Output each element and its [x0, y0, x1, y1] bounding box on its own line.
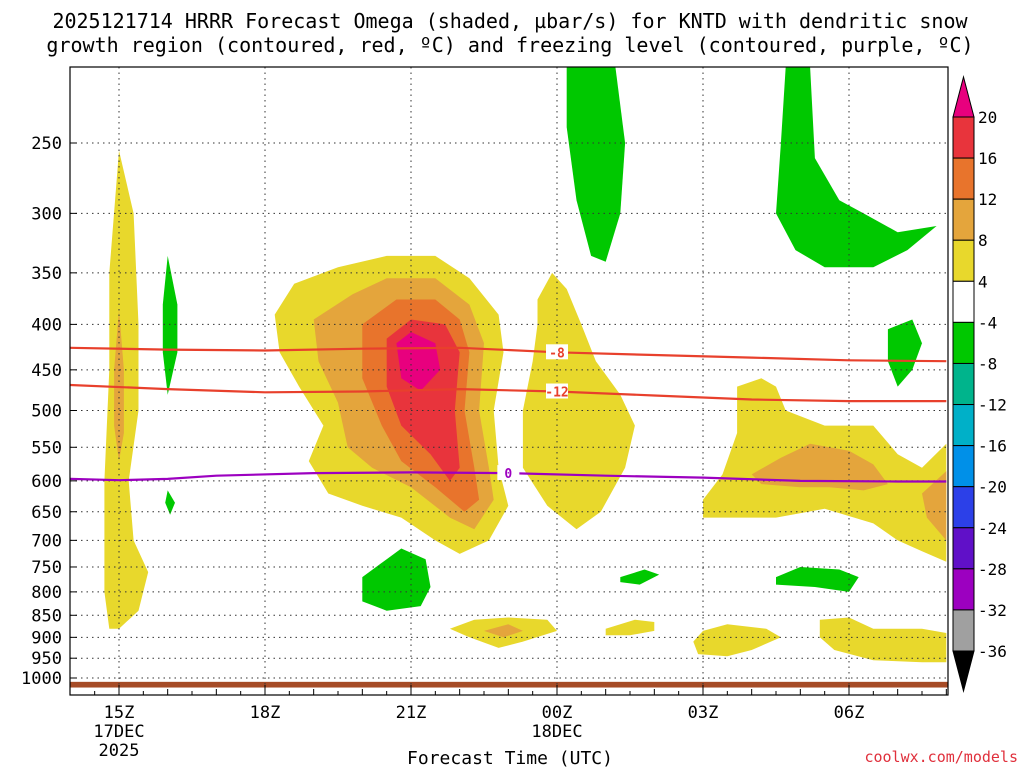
plot-frame — [69, 66, 949, 696]
colorbar-label-7: -12 — [978, 396, 1007, 415]
x-tick-label-06Z: 06Z — [834, 703, 865, 723]
y-tick-label-350: 350 — [31, 264, 62, 284]
contour-label-0: -8 — [549, 346, 565, 361]
colorbar-bin-13 — [952, 609, 975, 652]
colorbar-label-10: -24 — [978, 519, 1007, 538]
y-tick-label-300: 300 — [31, 204, 62, 224]
colorbar-label-3: 8 — [978, 231, 988, 250]
colorbar-label-1: 16 — [978, 149, 997, 168]
contour-label-bg-2 — [497, 465, 520, 481]
y-tick-label-850: 850 — [31, 606, 62, 626]
omega-region-19 — [776, 567, 859, 592]
omega-region-8 — [396, 332, 441, 391]
x-tick-label-00Z: 00Z — [542, 703, 573, 723]
x-axis-label: Forecast Time (UTC) — [407, 748, 613, 768]
y-axis: 2503003504004505005506006507007508008509… — [21, 134, 77, 689]
y-tick-label-900: 900 — [31, 628, 62, 648]
y-tick-label-600: 600 — [31, 472, 62, 492]
colorbar-label-0: 20 — [978, 108, 997, 127]
y-tick-label-550: 550 — [31, 438, 62, 458]
colorbar-label-12: -32 — [978, 601, 1007, 620]
omega-region-18 — [922, 471, 947, 541]
omega-region-13 — [484, 624, 523, 638]
omega-region-21 — [819, 617, 947, 663]
y-tick-label-800: 800 — [31, 583, 62, 603]
contour-label-bg-1 — [546, 383, 568, 399]
omega-region-15 — [620, 569, 660, 585]
y-tick-label-250: 250 — [31, 134, 62, 154]
omega-shaded-regions — [70, 67, 948, 688]
colorbar-label-5: -4 — [978, 313, 997, 332]
y-tick-label-700: 700 — [31, 531, 62, 551]
colorbar-bin-7 — [952, 362, 975, 406]
colorbar-bin-6 — [952, 321, 975, 364]
colorbar-bin-9 — [952, 445, 975, 488]
y-tick-label-650: 650 — [31, 503, 62, 523]
omega-region-2 — [162, 255, 178, 395]
colorbar-bin-4 — [952, 239, 975, 282]
date-label-0-line2: 2025 — [99, 741, 140, 761]
footer-credit: coolwx.com/models — [864, 748, 1018, 766]
omega-region-9 — [362, 548, 431, 611]
colorbar-bin-3 — [952, 198, 975, 241]
omega-region-1 — [114, 309, 124, 462]
contour-line-1 — [70, 383, 947, 403]
y-tick-label-950: 950 — [31, 649, 62, 669]
chart-title-line2: growth region (contoured, red, ºC) and f… — [46, 33, 973, 57]
x-tick-label-21Z: 21Z — [396, 703, 427, 723]
colorbar-label-6: -8 — [978, 354, 997, 373]
y-tick-label-750: 750 — [31, 558, 62, 578]
contour-line-2 — [70, 471, 947, 483]
colorbar-bin-5 — [952, 280, 975, 323]
colorbar-label-11: -28 — [978, 560, 1007, 579]
omega-region-14 — [605, 619, 655, 636]
omega-region-22 — [776, 67, 937, 268]
contour-label-1: -12 — [545, 386, 568, 401]
ground-band — [70, 681, 948, 688]
colorbar-label-9: -20 — [978, 478, 1007, 497]
contour-label-bg-0 — [546, 344, 568, 360]
colorbar-top-arrow — [952, 75, 975, 118]
temperature-contours: -8 -12 0 — [70, 344, 947, 483]
omega-region-10 — [522, 272, 635, 530]
colorbar-label-8: -16 — [978, 437, 1007, 456]
chart-title-line1: 2025121714 HRRR Forecast Omega (shaded, … — [52, 9, 968, 33]
colorbar-bin-1 — [952, 116, 975, 159]
date-label-1-line1: 18DEC — [531, 722, 582, 742]
contour-label-2: 0 — [504, 467, 512, 482]
colorbar-label-13: -36 — [978, 642, 1007, 661]
date-label-0-line1: 17DEC — [93, 722, 144, 742]
colorbar-bottom-arrow — [952, 650, 975, 693]
omega-region-23 — [887, 319, 922, 387]
omega-region-11 — [566, 67, 626, 262]
x-tick-label-15Z: 15Z — [104, 703, 135, 723]
colorbar-bin-11 — [952, 527, 975, 570]
colorbar-label-2: 12 — [978, 190, 997, 209]
colorbar-bin-12 — [952, 568, 975, 611]
colorbar-bin-8 — [952, 404, 975, 447]
omega-region-0 — [104, 150, 149, 629]
colorbar: 20 16 12 8 4 -4 -8 -12 -16 -20 -24 -28 -32 -36 — [952, 75, 1007, 693]
contour-line-0 — [70, 346, 947, 363]
omega-region-20 — [693, 624, 781, 657]
y-tick-label-1000: 1000 — [21, 669, 62, 689]
colorbar-bin-10 — [952, 486, 975, 529]
x-tick-label-18Z: 18Z — [250, 703, 281, 723]
x-tick-label-03Z: 03Z — [688, 703, 719, 723]
colorbar-bin-2 — [952, 157, 975, 200]
omega-region-17 — [751, 443, 888, 491]
colorbar-label-4: 4 — [978, 272, 988, 291]
y-tick-label-500: 500 — [31, 402, 62, 422]
y-tick-label-400: 400 — [31, 315, 62, 335]
y-tick-label-450: 450 — [31, 361, 62, 381]
omega-region-3 — [165, 490, 175, 515]
